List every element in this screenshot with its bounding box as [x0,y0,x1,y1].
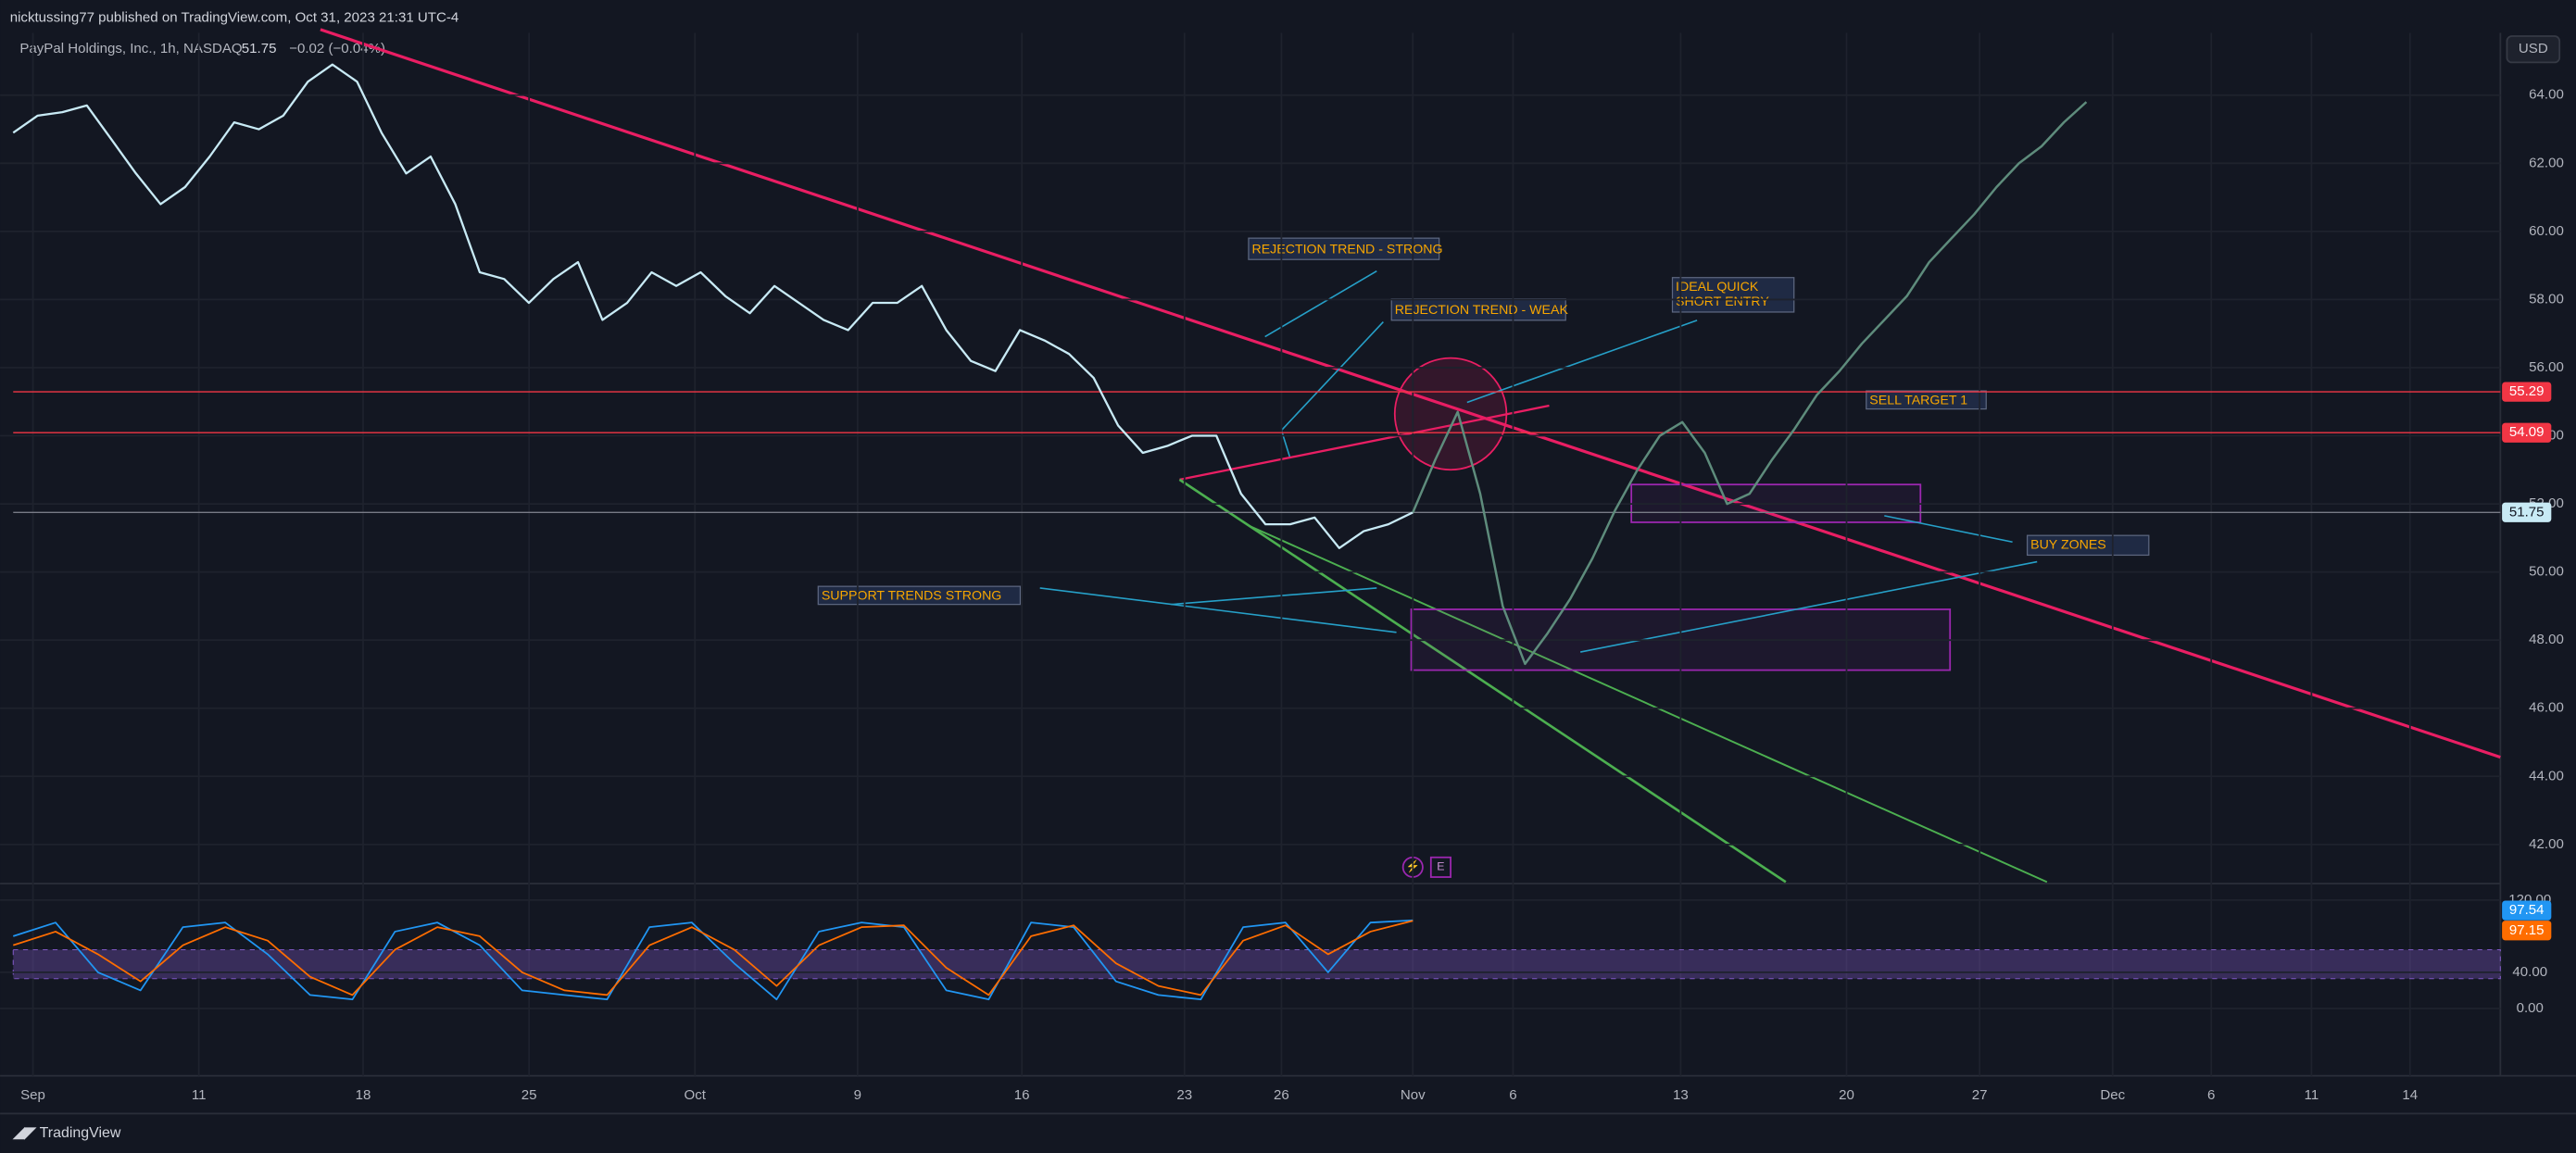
annotation-box [1671,277,1795,313]
trendline-weak [1179,404,1550,481]
y-tick-label: 62.00 [2529,155,2564,170]
arrow [1466,320,1698,404]
y-tick-label: 56.00 [2529,359,2564,375]
annotation: REJECTION TREND - STRONG [1251,242,1442,257]
x-tick-label: 11 [192,1087,207,1103]
y-tick-label: 46.00 [2529,700,2564,716]
y-tick-label: 42.00 [2529,836,2564,852]
price-label: 51.75 [2509,504,2545,520]
annotation: SUPPORT TRENDS STRONG [822,589,1002,604]
support-line [1248,524,2048,884]
price-line [1412,101,2088,666]
earnings-icon[interactable] [1429,856,1451,878]
currency[interactable]: USD [2519,41,2548,56]
x-tick-label: 6 [2207,1087,2215,1103]
price-label: 97.15 [2509,922,2545,938]
x-tick-label: Sep [20,1087,45,1103]
x-tick-label: 9 [854,1087,861,1103]
x-tick-label: 16 [1014,1087,1030,1103]
price-change: −0.02 (−0.04%) [289,41,385,56]
y-tick-label: 58.00 [2529,291,2564,307]
x-tick-label: 26 [1274,1087,1289,1103]
earnings-icon-glyph[interactable]: E [1437,860,1444,873]
publisher: nicktussing77 published on TradingView.c… [10,9,459,25]
price-label: 55.29 [2509,383,2545,399]
y-tick-label: 44.00 [2529,768,2564,783]
entry-circle [1393,357,1508,471]
y-tick-label: 40.00 [2512,964,2547,980]
x-tick-label: 11 [2305,1087,2319,1103]
trendline-strong [320,28,2501,759]
x-tick-label: 20 [1839,1087,1854,1103]
annotation: IDEAL QUICK [1676,280,1759,295]
footer-brand: TradingView [40,1125,121,1141]
arrow [1884,515,2013,544]
y-tick-label: 60.00 [2529,223,2564,239]
y-tick-label: 48.00 [2529,632,2564,647]
x-tick-label: 25 [521,1087,537,1103]
arrow [1280,321,1384,432]
x-tick-label: 14 [2402,1087,2418,1103]
annotation-box [817,585,1022,606]
symbol: PayPal Holdings, Inc., 1h, NASDAQ [19,41,242,56]
arrow [1264,269,1377,338]
price-label-box [2502,900,2552,921]
x-tick-label: 13 [1673,1087,1689,1103]
oscillator-line [12,919,1414,1001]
annotation: BUY ZONES [2030,538,2106,553]
annotation: SELL TARGET 1 [1869,393,1967,407]
annotation: SHORT ENTRY [1676,295,1769,309]
price-label: 54.09 [2509,424,2545,440]
price-label-box [2502,422,2552,443]
oscillator-band [12,948,2501,980]
price-line [12,63,1414,549]
arrow [1280,430,1291,457]
x-tick-label: 18 [356,1087,371,1103]
x-tick-label: 27 [1972,1087,1988,1103]
price-label-box [2502,502,2552,522]
x-tick-label: 6 [1509,1087,1516,1103]
arrow [1039,587,1397,633]
annotation-box [1248,237,1440,260]
last-price: 51.75 [242,41,277,56]
oscillator-line [12,920,1414,996]
annotation-box [1866,390,1987,410]
price-label-box [2502,382,2552,402]
price-label: 97.54 [2509,902,2545,918]
footer-logo: ◢◤ [12,1125,37,1141]
annotation: REJECTION TREND - WEAK [1395,303,1569,318]
arrow [1171,587,1377,606]
x-tick-label: 23 [1176,1087,1192,1103]
y-tick-label: 64.00 [2529,87,2564,103]
arrow [1580,560,2038,653]
price-label-box [2502,921,2552,941]
y-tick-label: 50.00 [2529,564,2564,580]
x-tick-label: Dec [2100,1087,2125,1103]
currency-button[interactable] [2506,35,2561,64]
x-tick-label: Oct [685,1087,707,1103]
x-tick-label: Nov [1401,1087,1426,1103]
y-tick-label: 0.00 [2517,1000,2544,1016]
annotation-box [2026,534,2150,557]
